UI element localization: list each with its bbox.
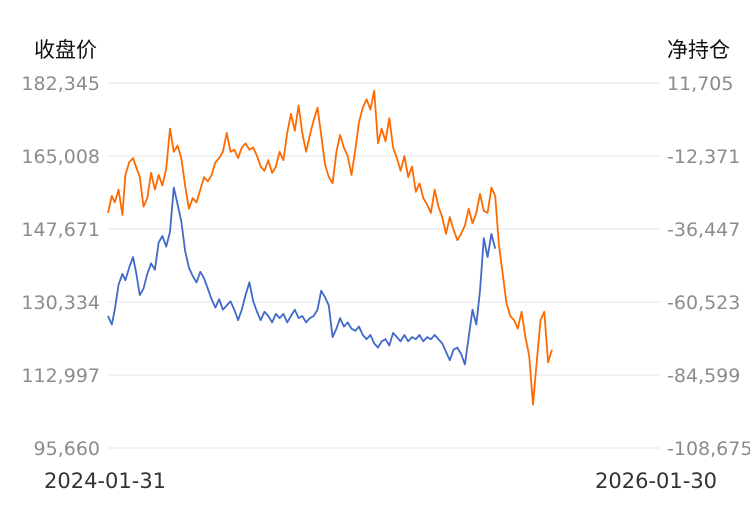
right-tick-label: -12,371 <box>667 146 740 168</box>
left-tick-label: 165,008 <box>21 146 100 168</box>
grid-lines <box>108 82 660 449</box>
right-tick-label: -108,675 <box>667 438 750 460</box>
x-start-label: 2024-01-31 <box>44 469 166 493</box>
series-line-1 <box>107 89 553 406</box>
right-tick-label: -84,599 <box>667 365 740 387</box>
series-layer <box>107 89 553 406</box>
x-end-label: 2026-01-30 <box>595 469 717 493</box>
left-tick-label: 130,334 <box>21 292 100 314</box>
left-tick-label: 182,345 <box>21 73 100 95</box>
right-axis-title: 净持仓 <box>667 38 730 62</box>
left-axis-title: 收盘价 <box>34 38 97 62</box>
right-tick-label: 11,705 <box>667 73 733 95</box>
right-tick-label: -36,447 <box>667 219 740 241</box>
left-axis-ticks: 182,345 165,008 147,671 130,334 112,997 95,66… <box>21 73 100 460</box>
series-line-2 <box>107 186 497 366</box>
left-tick-label: 95,660 <box>34 438 100 460</box>
left-tick-label: 147,671 <box>21 219 100 241</box>
right-tick-label: -60,523 <box>667 292 740 314</box>
right-axis-ticks: 11,705 -12,371 -36,447 -60,523 -84,599 -108,6… <box>667 73 750 460</box>
left-tick-label: 112,997 <box>21 365 100 387</box>
